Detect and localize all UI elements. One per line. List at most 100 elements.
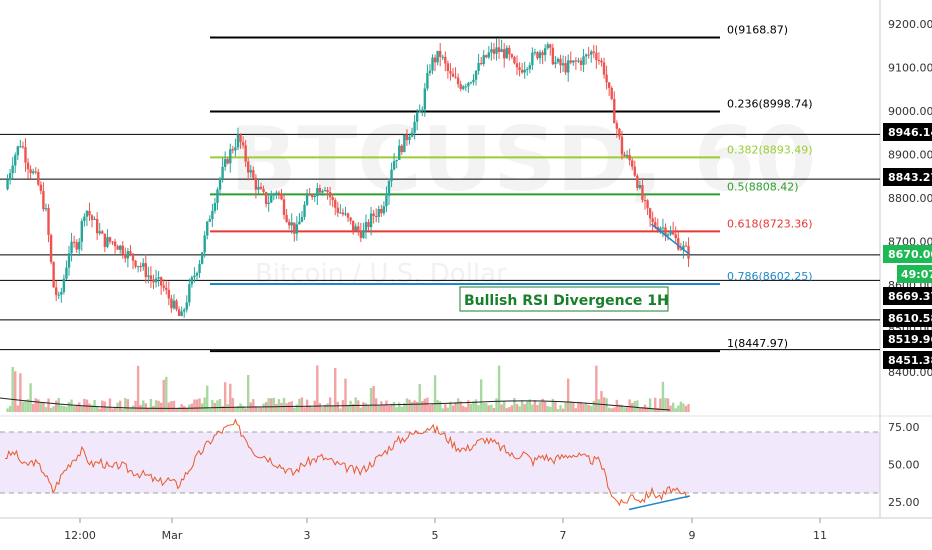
volume-bar — [152, 405, 155, 412]
candle-body — [328, 191, 332, 198]
volume-bar — [664, 397, 667, 412]
volume-bar — [482, 402, 485, 412]
candle-body — [198, 263, 201, 274]
rsi-series — [4, 418, 689, 507]
volume-bar — [592, 400, 595, 412]
candle-body — [336, 207, 339, 213]
divergence-lines[interactable] — [628, 223, 691, 511]
price-badge-label: 8670.00 — [888, 248, 932, 261]
volume-bar — [221, 406, 224, 412]
candle-body — [341, 212, 345, 215]
volume-bar — [490, 404, 493, 412]
volume-bar — [533, 400, 537, 412]
volume-bar — [395, 407, 398, 412]
candle-body — [167, 289, 171, 299]
candle-body — [567, 60, 570, 73]
volume-bar — [98, 408, 101, 412]
volume-bar — [346, 404, 350, 412]
candle-body — [180, 311, 183, 316]
volume-bar — [479, 379, 483, 412]
candle-body — [259, 186, 263, 189]
volume-bar — [546, 406, 549, 412]
volume-bar — [285, 403, 288, 412]
volume-bar — [677, 405, 680, 412]
candle-body — [564, 63, 567, 73]
volume-bar — [495, 398, 498, 412]
volume-bar — [334, 367, 337, 412]
candle-body — [339, 212, 342, 214]
candle-body — [44, 208, 48, 210]
rsi-axis[interactable]: 25.00 50.00 75.00 — [888, 421, 920, 509]
volume-bar — [600, 391, 603, 412]
candle-body — [510, 54, 514, 58]
candle-body — [359, 230, 363, 238]
volume-bar — [541, 398, 544, 412]
divergence-annotation[interactable]: Bullish RSI Divergence 1H — [459, 286, 669, 312]
candle-body — [487, 52, 491, 58]
candle-body — [24, 147, 27, 163]
volume-bar — [193, 399, 196, 412]
rsi-tick-label: 50.00 — [888, 459, 920, 472]
volume-bar — [90, 405, 94, 412]
candle-body — [682, 245, 685, 250]
volume-bars — [0, 365, 690, 412]
candle-body — [116, 246, 119, 250]
volume-bar — [321, 407, 324, 412]
volume-bar — [328, 397, 332, 412]
candle-body — [121, 245, 124, 255]
volume-bar — [369, 387, 373, 412]
volume-bar — [282, 397, 286, 412]
candle-body — [643, 200, 647, 202]
price-badge — [883, 351, 932, 369]
volume-bar — [618, 404, 621, 412]
fib-retracement[interactable]: 0(9168.87) 0.236(8998.74) 0.382(8893.49) 0.… — [210, 24, 813, 353]
candle-body — [574, 60, 578, 62]
candle-body — [415, 112, 419, 122]
volume-bar — [203, 397, 206, 412]
candle-body — [334, 200, 337, 208]
volume-bar — [247, 374, 250, 412]
volume-bar — [607, 407, 611, 412]
volume-bar — [567, 378, 570, 412]
candle-body — [428, 70, 432, 73]
volume-bar — [610, 408, 613, 412]
volume-bar — [26, 399, 30, 412]
volume-bar — [595, 365, 598, 412]
candle-body — [456, 77, 460, 85]
candle-body — [75, 242, 78, 250]
volume-bar — [666, 398, 670, 412]
candle-body — [538, 52, 542, 59]
candle-body — [454, 76, 457, 78]
candle-body — [300, 217, 304, 222]
candle-body — [503, 49, 506, 59]
candle-body — [474, 70, 478, 80]
volume-bar — [218, 398, 222, 412]
candle-body — [661, 227, 665, 229]
candle-body — [433, 57, 437, 63]
time-axis[interactable]: 12:00 Mar 3 5 7 9 11 — [64, 518, 827, 542]
volume-bar — [433, 375, 437, 412]
rsi-divergence-line — [628, 495, 690, 511]
volume-bar — [392, 402, 396, 412]
candle-body — [19, 146, 22, 148]
candle-body — [157, 277, 160, 279]
volume-bar — [485, 403, 488, 412]
fib-level-label: 0.236(8998.74) — [727, 98, 813, 111]
volume-bar — [638, 408, 642, 412]
volume-bar — [257, 406, 260, 412]
candle-body — [6, 179, 9, 190]
volume-bar — [400, 406, 403, 412]
candle-body — [362, 230, 365, 238]
candle-body — [311, 194, 314, 197]
candle-body — [569, 60, 572, 63]
candle-body — [613, 99, 616, 124]
candle-body — [177, 309, 181, 316]
candle-body — [602, 62, 606, 75]
volume-bar — [16, 405, 19, 412]
price-badge — [883, 245, 932, 263]
candle-body — [426, 72, 429, 89]
candle-body — [579, 60, 583, 65]
candle-body — [610, 87, 613, 100]
candle-body — [47, 208, 50, 235]
candle-body — [55, 287, 58, 295]
